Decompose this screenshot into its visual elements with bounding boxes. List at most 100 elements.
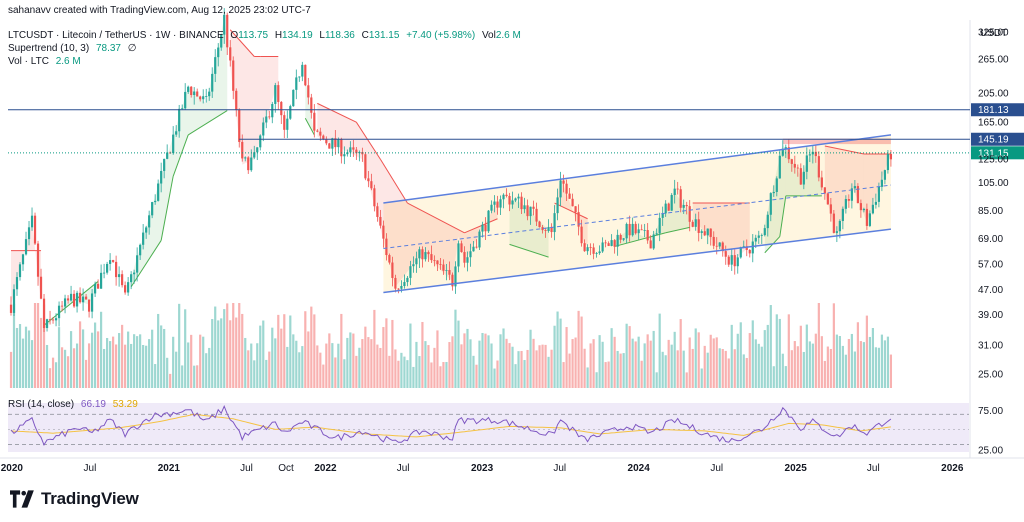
volume-bar bbox=[532, 338, 535, 388]
candle bbox=[265, 109, 268, 129]
volume-bar bbox=[562, 362, 565, 388]
rsi-legend[interactable]: RSI (14, close) 66.19 53.29 bbox=[8, 399, 138, 410]
candle bbox=[12, 284, 16, 317]
volume-bar bbox=[736, 333, 739, 388]
volume-bar bbox=[385, 318, 388, 388]
candle bbox=[244, 156, 247, 162]
candle bbox=[304, 64, 307, 87]
volume-bar bbox=[796, 346, 799, 388]
rsi-value: 66.19 bbox=[80, 399, 106, 410]
candle bbox=[103, 263, 106, 279]
supertrend-legend[interactable]: Supertrend (10, 3) 78.37 ∅ bbox=[8, 43, 136, 54]
volume-bar bbox=[244, 337, 247, 388]
volume-bar bbox=[817, 303, 820, 388]
change-value: +7.40 (+5.98%) bbox=[406, 30, 476, 41]
volume-bar bbox=[673, 331, 676, 388]
candle bbox=[33, 212, 37, 245]
volume-bar bbox=[574, 337, 577, 388]
volume-bar bbox=[340, 313, 343, 388]
candle bbox=[238, 108, 241, 148]
candle bbox=[21, 253, 25, 271]
volume-bar bbox=[841, 345, 844, 388]
channel-upper-line bbox=[383, 134, 892, 204]
volume-bar bbox=[859, 341, 862, 388]
candle bbox=[382, 220, 385, 248]
volume-bar bbox=[826, 346, 829, 388]
volume-bar bbox=[136, 336, 139, 388]
tradingview-logo[interactable]: TradingView bbox=[10, 489, 139, 509]
x-tick-label: Jul bbox=[710, 463, 723, 474]
volume-bar bbox=[262, 320, 265, 388]
volume-bar bbox=[199, 334, 202, 388]
volume-bar bbox=[250, 343, 253, 388]
volume-bar bbox=[232, 303, 235, 388]
candle bbox=[211, 67, 214, 98]
candle bbox=[364, 152, 367, 181]
volume-bar bbox=[853, 351, 856, 388]
volume-bar bbox=[526, 349, 529, 388]
candle bbox=[844, 195, 847, 214]
volume-bar bbox=[454, 309, 457, 388]
volume-bar bbox=[871, 327, 874, 388]
volume-bar bbox=[778, 318, 781, 388]
volume-bar bbox=[391, 319, 394, 388]
volume-bar bbox=[151, 329, 154, 388]
candle bbox=[703, 225, 706, 237]
x-tick-label: 2026 bbox=[941, 463, 964, 474]
candle bbox=[409, 260, 412, 286]
candle bbox=[42, 293, 46, 333]
candle bbox=[712, 231, 715, 250]
candle bbox=[256, 147, 259, 161]
volume-bar bbox=[157, 313, 160, 388]
candle bbox=[724, 245, 727, 265]
volume-bar bbox=[886, 336, 890, 388]
volume-bar bbox=[103, 348, 106, 388]
volume-bar bbox=[685, 372, 688, 388]
volume-bar bbox=[793, 341, 796, 388]
candle bbox=[163, 158, 166, 179]
candle bbox=[343, 146, 346, 165]
candle bbox=[553, 205, 556, 241]
y-tick-label: 85.00 bbox=[978, 206, 1003, 217]
candle bbox=[868, 210, 871, 228]
volume-bar bbox=[784, 366, 787, 388]
symbol-legend[interactable]: LTCUSDT · Litecoin / TetherUS · 1W · BIN… bbox=[8, 30, 521, 41]
volume-bar bbox=[184, 309, 187, 388]
candle bbox=[118, 266, 121, 287]
volume-bar bbox=[529, 329, 532, 388]
candle bbox=[199, 95, 202, 102]
volume-bar bbox=[54, 362, 58, 388]
volume-bar bbox=[175, 351, 178, 388]
supertrend-extra-icon: ∅ bbox=[127, 43, 137, 54]
volume-bar bbox=[63, 349, 67, 388]
channel-fill bbox=[383, 134, 891, 293]
volume-bar bbox=[81, 329, 85, 388]
candle bbox=[205, 88, 208, 103]
x-tick-label: 2021 bbox=[158, 463, 181, 474]
candle bbox=[709, 228, 712, 246]
x-tick-label: Jul bbox=[553, 463, 566, 474]
volume-bar bbox=[862, 342, 865, 388]
candle bbox=[655, 228, 658, 236]
volume-bar bbox=[42, 304, 46, 388]
volume-bar bbox=[87, 343, 91, 388]
volume-bar bbox=[703, 345, 706, 388]
candle bbox=[613, 239, 616, 254]
candle bbox=[562, 174, 565, 193]
candle bbox=[27, 221, 31, 246]
candle bbox=[493, 195, 496, 213]
volume-bar bbox=[799, 325, 802, 388]
candle bbox=[610, 234, 613, 247]
candle bbox=[466, 251, 469, 272]
volume-bar bbox=[511, 346, 514, 388]
candle bbox=[649, 235, 652, 249]
volume-legend[interactable]: Vol · LTC 2.6 M bbox=[8, 56, 81, 67]
vol-ltc-label: Vol · LTC bbox=[8, 56, 49, 67]
candle bbox=[598, 245, 601, 255]
candle bbox=[652, 230, 655, 250]
candle bbox=[517, 193, 520, 209]
candle bbox=[436, 260, 439, 271]
price-label-box bbox=[971, 103, 1024, 117]
candle bbox=[106, 261, 109, 275]
